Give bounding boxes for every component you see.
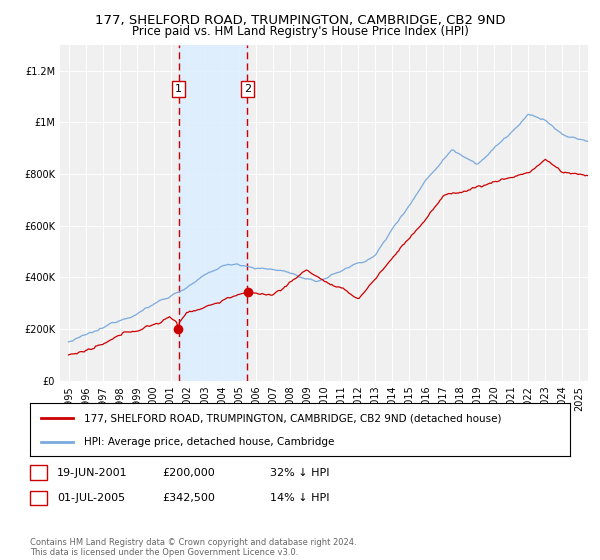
Bar [179, 45, 247, 381]
Text: 01-JUL-2005: 01-JUL-2005 [57, 493, 125, 503]
Text: 1: 1 [175, 84, 182, 94]
Text: 19-JUN-2001: 19-JUN-2001 [57, 468, 128, 478]
Text: 177, SHELFORD ROAD, TRUMPINGTON, CAMBRIDGE, CB2 9ND (detached house): 177, SHELFORD ROAD, TRUMPINGTON, CAMBRID… [84, 413, 502, 423]
Text: 1: 1 [35, 468, 42, 478]
Text: Price paid vs. HM Land Registry's House Price Index (HPI): Price paid vs. HM Land Registry's House … [131, 25, 469, 38]
Text: 32% ↓ HPI: 32% ↓ HPI [270, 468, 329, 478]
Text: 14% ↓ HPI: 14% ↓ HPI [270, 493, 329, 503]
Text: 2: 2 [244, 84, 251, 94]
Text: 177, SHELFORD ROAD, TRUMPINGTON, CAMBRIDGE, CB2 9ND: 177, SHELFORD ROAD, TRUMPINGTON, CAMBRID… [95, 14, 505, 27]
Text: 2: 2 [35, 493, 42, 503]
Text: Contains HM Land Registry data © Crown copyright and database right 2024.
This d: Contains HM Land Registry data © Crown c… [30, 538, 356, 557]
Text: HPI: Average price, detached house, Cambridge: HPI: Average price, detached house, Camb… [84, 436, 334, 446]
Text: £342,500: £342,500 [162, 493, 215, 503]
Text: £200,000: £200,000 [162, 468, 215, 478]
